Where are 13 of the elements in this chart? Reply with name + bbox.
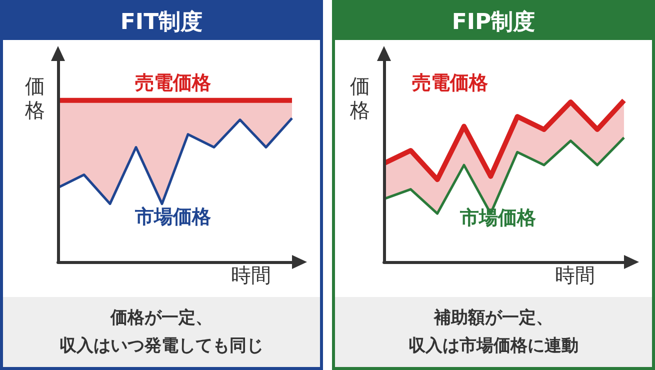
series-label: 売電価格 (135, 72, 212, 94)
series-label: 売電価格 (412, 72, 489, 94)
y-axis-title: 価格 (25, 74, 46, 122)
series-label: 市場価格 (134, 206, 212, 228)
chart-title: FIT制度 (3, 3, 320, 40)
x-axis-title: 時間 (231, 262, 271, 289)
text: 収入はいつ発電しても同じ (60, 335, 264, 358)
text: 収入は市場価格に連動 (408, 335, 578, 358)
text: 補助額が一定、 (434, 307, 553, 330)
x-axis-title: 時間 (555, 262, 595, 289)
chart-title: FIP制度 (335, 3, 652, 40)
y-axis-title: 価格 (350, 74, 371, 122)
text: 価格が一定、 (110, 307, 212, 330)
